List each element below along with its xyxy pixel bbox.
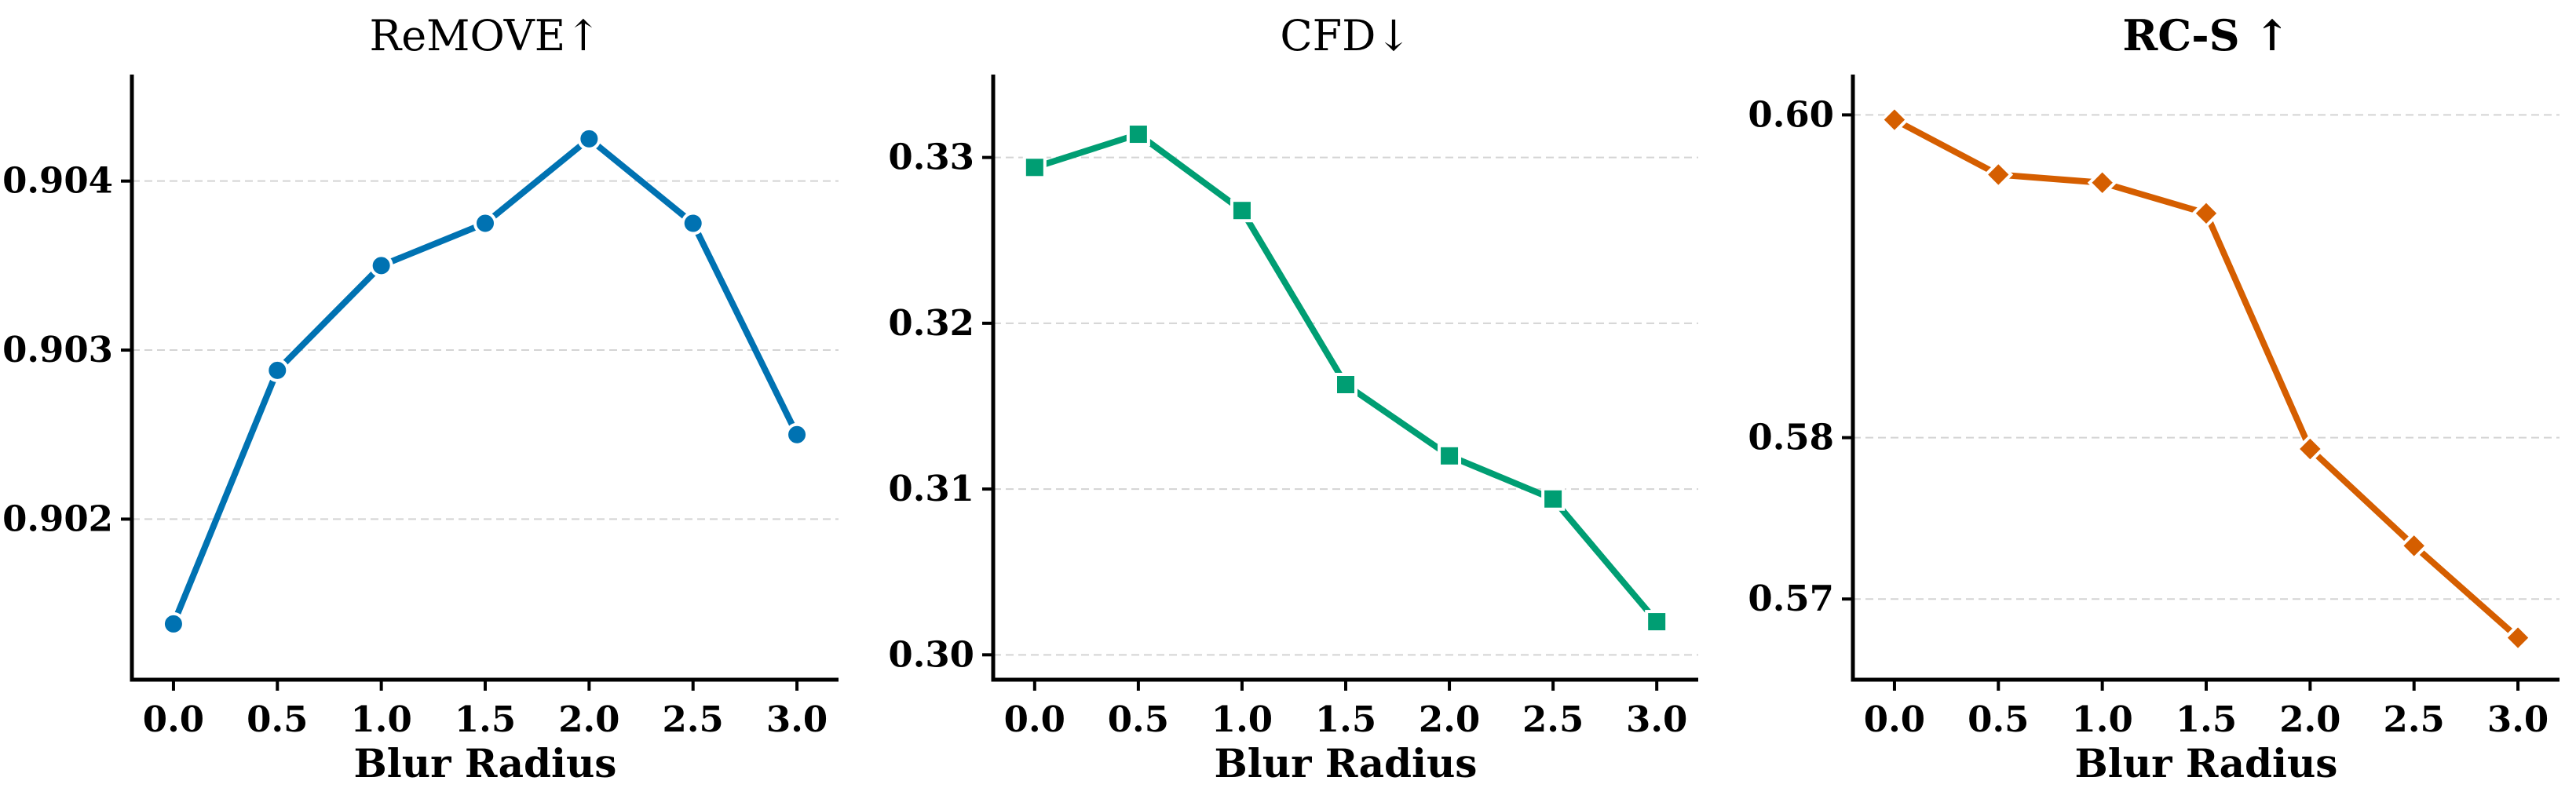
x-tick-label: 1.0	[350, 699, 411, 740]
x-tick-label: 2.5	[663, 699, 724, 740]
data-point	[2503, 622, 2533, 653]
y-tick-label: 0.902	[2, 498, 113, 539]
data-point	[369, 254, 393, 278]
x-tick-label: 0.5	[247, 699, 308, 740]
y-tick-label: 0.30	[888, 633, 974, 675]
data-point	[785, 422, 809, 447]
x-tick-label: 2.5	[2384, 699, 2445, 740]
chart-panel-3: 0.57 0.58 0.60 0.0 0.5 1.0 1.5 2.0 2.5 3.0 Blur Ra…	[1748, 10, 2560, 786]
chart-panel-1: 0.902 0.903 0.904 0.0 0.5 1.0 1.5 2.0 2.5 3.0 Blur…	[2, 11, 839, 786]
x-tick-label: 1.5	[455, 699, 516, 740]
data-point	[1126, 122, 1150, 147]
data-point	[1645, 610, 1669, 634]
y-tick-label: 0.33	[888, 137, 974, 178]
data-point	[1438, 443, 1462, 468]
data-point	[1541, 487, 1566, 511]
x-tick-label: 3.0	[766, 699, 828, 740]
data-point	[1983, 159, 2014, 190]
data-point	[2191, 198, 2221, 228]
x-tick-label: 1.5	[2176, 699, 2237, 740]
y-tick-label: 0.32	[888, 302, 974, 344]
x-tick-label: 0.5	[1968, 699, 2029, 740]
data-point	[2087, 167, 2117, 198]
x-axis-label: Blur Radius	[1215, 740, 1478, 786]
x-tick-label: 2.0	[558, 699, 619, 740]
x-tick-label: 3.0	[2487, 699, 2549, 740]
x-tick-label: 0.0	[143, 699, 204, 740]
data-point	[681, 211, 705, 235]
x-axis-label: Blur Radius	[2075, 740, 2338, 786]
data-point	[1230, 199, 1254, 223]
y-tick-label: 0.60	[1748, 93, 1834, 135]
x-tick-label: 2.5	[1522, 699, 1584, 740]
y-tick-label: 0.903	[2, 329, 113, 370]
y-tick-label: 0.57	[1748, 578, 1834, 619]
y-tick-label: 0.904	[2, 160, 113, 202]
x-tick-label: 1.5	[1315, 699, 1376, 740]
chart-title: CFD↓	[1280, 11, 1411, 60]
y-tick-label: 0.58	[1748, 417, 1834, 458]
x-tick-label: 2.0	[2279, 699, 2340, 740]
x-tick-label: 1.0	[1211, 699, 1273, 740]
data-point	[265, 358, 290, 382]
x-tick-label: 0.5	[1108, 699, 1169, 740]
x-tick-label: 0.0	[1864, 699, 1925, 740]
x-tick-label: 3.0	[1626, 699, 1687, 740]
data-point	[1880, 104, 1909, 135]
series-line	[1891, 116, 2522, 641]
data-point	[473, 211, 497, 235]
data-point	[2399, 531, 2429, 561]
data-point	[1022, 155, 1047, 180]
x-tick-label: 1.0	[2071, 699, 2132, 740]
data-point	[2295, 434, 2326, 464]
x-tick-label: 2.0	[1419, 699, 1480, 740]
chart-panel-2: 0.30 0.31 0.32 0.33 0.0 0.5 1.0 1.5 2.0 2.5 3.0 Blu…	[888, 11, 1698, 786]
data-point	[161, 611, 185, 636]
data-point	[577, 126, 601, 151]
x-tick-label: 0.0	[1004, 699, 1065, 740]
y-tick-label: 0.31	[888, 468, 974, 509]
chart-title: ReMOVE↑	[370, 11, 601, 60]
x-axis-label: Blur Radius	[354, 740, 617, 786]
data-point	[1334, 373, 1357, 397]
series-line	[170, 135, 801, 627]
chart-title: RC-S ↑	[2122, 10, 2289, 60]
